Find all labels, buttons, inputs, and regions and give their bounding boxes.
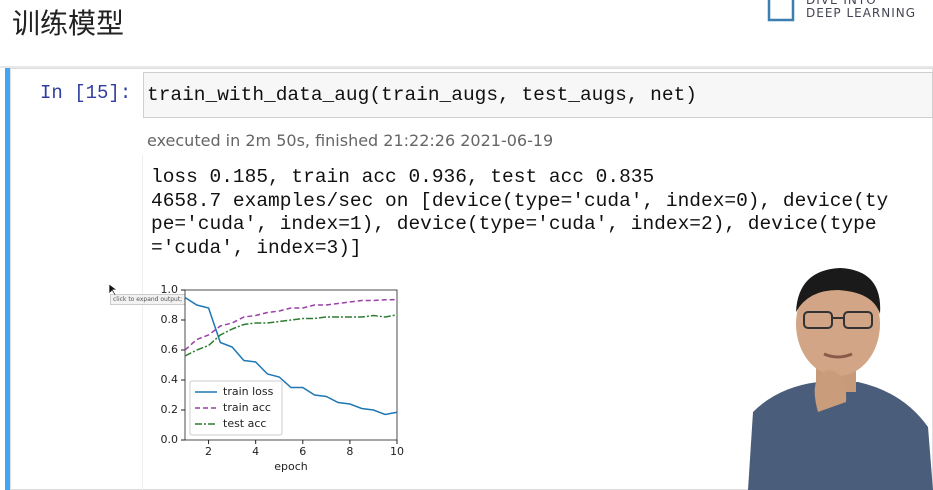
- code-box[interactable]: [143, 72, 933, 118]
- y-tick-label: 0.2: [161, 403, 179, 416]
- x-tick-label: 2: [205, 445, 212, 458]
- legend-box: [189, 380, 283, 436]
- divider: [0, 66, 933, 68]
- output-line: loss 0.185, train acc 0.936, test acc 0.…: [151, 166, 655, 188]
- line-series: [184, 296, 398, 416]
- output-line: 4658.7 examples/sec on [device(type='cud…: [151, 189, 889, 212]
- cell-selection-bar: [5, 68, 10, 490]
- x-tick-label: 6: [299, 445, 306, 458]
- logo-line: DIVE INTO: [806, 0, 877, 7]
- code[interactable]: train_with_data_aug(train_augs, test_aug…: [147, 84, 697, 106]
- cell-prompt: In [15]:: [40, 82, 132, 104]
- x-axis-label: epoch: [274, 460, 308, 473]
- output-line: pe='cuda', index=1), device(type='cuda',…: [151, 213, 877, 235]
- y-tick-label: 0.6: [161, 343, 179, 356]
- legend-label: test acc: [223, 417, 266, 430]
- logo-line: DEEP LEARNING: [806, 6, 917, 20]
- x-tick-label: 4: [252, 445, 259, 458]
- y-tick-label: 0.8: [161, 313, 179, 326]
- executed-info: executed in 2m 50s, finished 21:22:26 20…: [147, 131, 554, 150]
- logo-text: DIVE INTO DEEP LEARNING: [806, 0, 916, 20]
- x-tick-label: 8: [346, 445, 353, 458]
- y-tick-label: 1.0: [161, 283, 179, 296]
- y-tick-label: 0.4: [161, 373, 179, 386]
- line-series: [184, 298, 398, 351]
- output: loss 0.185, train acc 0.936, test acc 0.…: [151, 166, 888, 260]
- output-line: ='cuda', index=3)]: [151, 236, 362, 259]
- legend-label: train acc: [223, 401, 271, 414]
- mouse-cursor: [108, 283, 119, 297]
- legend-label: train loss: [223, 385, 274, 398]
- output-prompt-area[interactable]: [10, 155, 143, 490]
- x-tick-label: 10: [390, 445, 404, 458]
- logo-icon: [767, 0, 795, 22]
- page-title: 训练模型: [12, 7, 125, 40]
- y-tick-label: 0.0: [161, 433, 179, 446]
- line-series: [184, 314, 398, 357]
- presenter-video: [748, 268, 933, 490]
